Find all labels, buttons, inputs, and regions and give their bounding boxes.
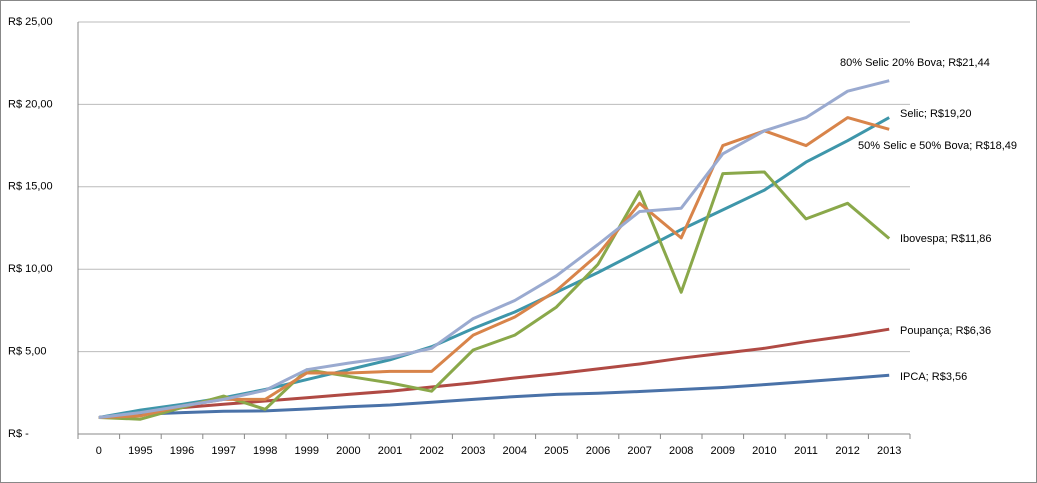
y-tick-label: R$ 25,00 <box>8 16 53 28</box>
x-tick-label: 2011 <box>794 445 818 457</box>
y-tick-label: R$ 15,00 <box>8 181 53 193</box>
x-tick-label: 1999 <box>295 445 319 457</box>
x-tick-label: 2012 <box>835 445 859 457</box>
data-label: Ibovespa; R$11,86 <box>900 233 992 245</box>
series-line <box>98 116 890 419</box>
x-tick-label: 2006 <box>586 445 610 457</box>
data-label: IPCA; R$3,56 <box>900 371 967 383</box>
x-tick-label: 1998 <box>253 445 277 457</box>
series-line <box>98 327 890 419</box>
series-line <box>98 373 890 419</box>
x-tick-label: 2001 <box>378 445 402 457</box>
x-tick-label: 2003 <box>461 445 485 457</box>
x-tick-label: 2002 <box>419 445 443 457</box>
x-tick-label: 2013 <box>877 445 901 457</box>
data-label: 50% Selic e 50% Bova; R$18,49 <box>858 140 1017 152</box>
x-tick-label: 2007 <box>627 445 651 457</box>
x-tick-label: 2005 <box>544 445 568 457</box>
x-tick-label: 1997 <box>211 445 235 457</box>
x-tick-label: 2000 <box>336 445 360 457</box>
x-tick-label: 0 <box>96 445 102 457</box>
y-tick-label: R$ 20,00 <box>8 98 53 110</box>
data-label: 80% Selic 20% Bova; R$21,44 <box>840 57 990 69</box>
x-tick-label: 2004 <box>503 445 527 457</box>
x-tick-label: 2008 <box>669 445 693 457</box>
x-tick-label: 1996 <box>170 445 194 457</box>
data-label: Selic; R$19,20 <box>900 108 972 120</box>
x-tick-label: 2009 <box>711 445 735 457</box>
y-tick-label: R$ 5,00 <box>8 346 47 358</box>
x-tick-label: 2010 <box>752 445 776 457</box>
series-line <box>98 79 890 419</box>
y-tick-label: R$ - <box>8 428 29 440</box>
data-label: Poupança; R$6,36 <box>900 325 991 337</box>
y-tick-label: R$ 10,00 <box>8 263 53 275</box>
x-tick-label: 1995 <box>128 445 152 457</box>
